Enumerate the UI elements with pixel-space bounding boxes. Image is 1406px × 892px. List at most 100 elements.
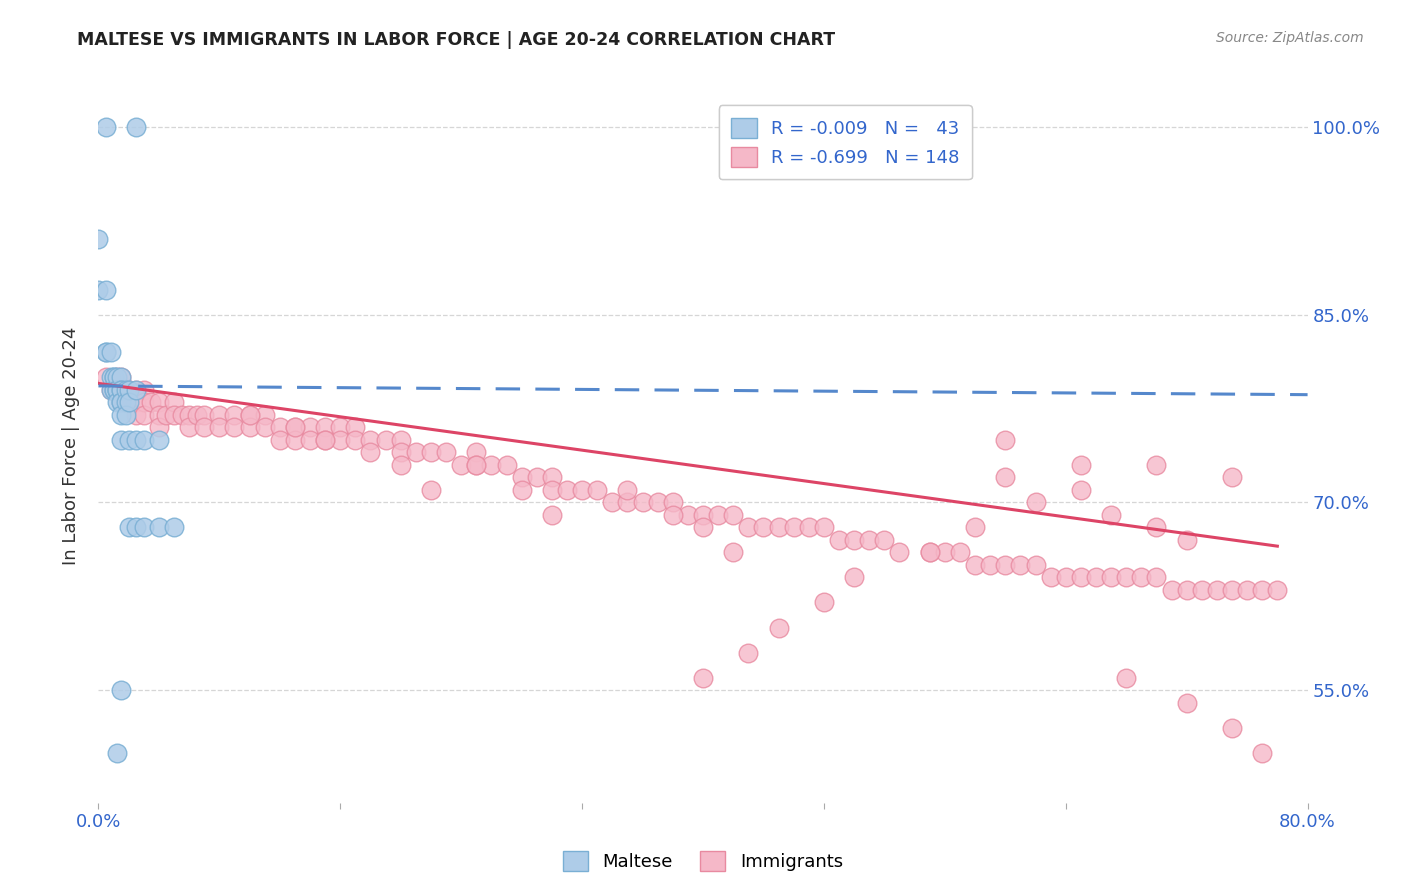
Point [163, 408, 186, 422]
Point [125, 383, 148, 397]
Point [1115, 570, 1137, 584]
Point [103, 370, 125, 384]
Point [329, 433, 352, 447]
Point [723, 545, 745, 559]
Point [1070, 570, 1092, 584]
Point [965, 520, 987, 534]
Point [114, 395, 136, 409]
Point [495, 458, 517, 472]
Point [752, 520, 775, 534]
Point [1024, 495, 1046, 509]
Point [768, 621, 790, 635]
Point [934, 545, 956, 559]
Point [481, 458, 503, 472]
Text: Source: ZipAtlas.com: Source: ZipAtlas.com [1216, 31, 1364, 45]
Point [114, 383, 136, 397]
Point [186, 408, 208, 422]
Point [110, 395, 132, 409]
Point [1144, 570, 1167, 584]
Point [1054, 570, 1077, 584]
Point [179, 408, 201, 422]
Point [179, 420, 201, 434]
Point [737, 520, 759, 534]
Point [148, 395, 170, 409]
Point [797, 520, 820, 534]
Point [828, 533, 851, 547]
Point [253, 408, 276, 422]
Point [239, 408, 262, 422]
Point [994, 433, 1017, 447]
Point [269, 420, 291, 434]
Point [94, 345, 117, 359]
Point [132, 520, 155, 534]
Point [155, 408, 177, 422]
Point [1115, 671, 1137, 685]
Point [224, 408, 246, 422]
Point [434, 445, 457, 459]
Point [125, 433, 148, 447]
Point [1039, 570, 1062, 584]
Point [253, 420, 276, 434]
Point [1130, 570, 1153, 584]
Point [105, 383, 128, 397]
Point [465, 458, 488, 472]
Point [193, 408, 215, 422]
Point [918, 545, 941, 559]
Point [110, 395, 132, 409]
Point [844, 533, 866, 547]
Point [314, 433, 336, 447]
Point [299, 420, 322, 434]
Point [103, 383, 125, 397]
Point [125, 520, 148, 534]
Point [616, 495, 638, 509]
Point [873, 533, 896, 547]
Point [1191, 582, 1213, 597]
Point [269, 433, 291, 447]
Point [768, 520, 790, 534]
Point [965, 558, 987, 572]
Point [110, 383, 132, 397]
Point [1251, 582, 1274, 597]
Legend: R = -0.009   N =   43, R = -0.699   N = 148: R = -0.009 N = 43, R = -0.699 N = 148 [718, 105, 972, 179]
Point [1144, 520, 1167, 534]
Point [284, 433, 307, 447]
Point [360, 445, 382, 459]
Point [148, 408, 170, 422]
Point [110, 370, 132, 384]
Point [540, 470, 562, 484]
Point [692, 508, 714, 522]
Point [148, 420, 170, 434]
Point [692, 671, 714, 685]
Point [105, 746, 128, 760]
Point [1206, 582, 1229, 597]
Point [813, 520, 835, 534]
Point [94, 120, 117, 134]
Point [114, 395, 136, 409]
Point [676, 508, 699, 522]
Point [389, 445, 412, 459]
Point [105, 383, 128, 397]
Point [132, 408, 155, 422]
Point [193, 420, 215, 434]
Point [1160, 582, 1182, 597]
Point [132, 383, 155, 397]
Point [224, 420, 246, 434]
Point [1236, 582, 1258, 597]
Point [105, 370, 128, 384]
Point [110, 408, 132, 422]
Point [105, 383, 128, 397]
Point [118, 433, 141, 447]
Point [110, 395, 132, 409]
Point [94, 283, 117, 297]
Point [647, 495, 669, 509]
Point [170, 408, 193, 422]
Point [586, 483, 609, 497]
Point [118, 383, 141, 397]
Point [239, 420, 262, 434]
Point [284, 420, 307, 434]
Point [100, 383, 122, 397]
Point [692, 520, 714, 534]
Point [661, 508, 683, 522]
Point [148, 520, 170, 534]
Point [723, 508, 745, 522]
